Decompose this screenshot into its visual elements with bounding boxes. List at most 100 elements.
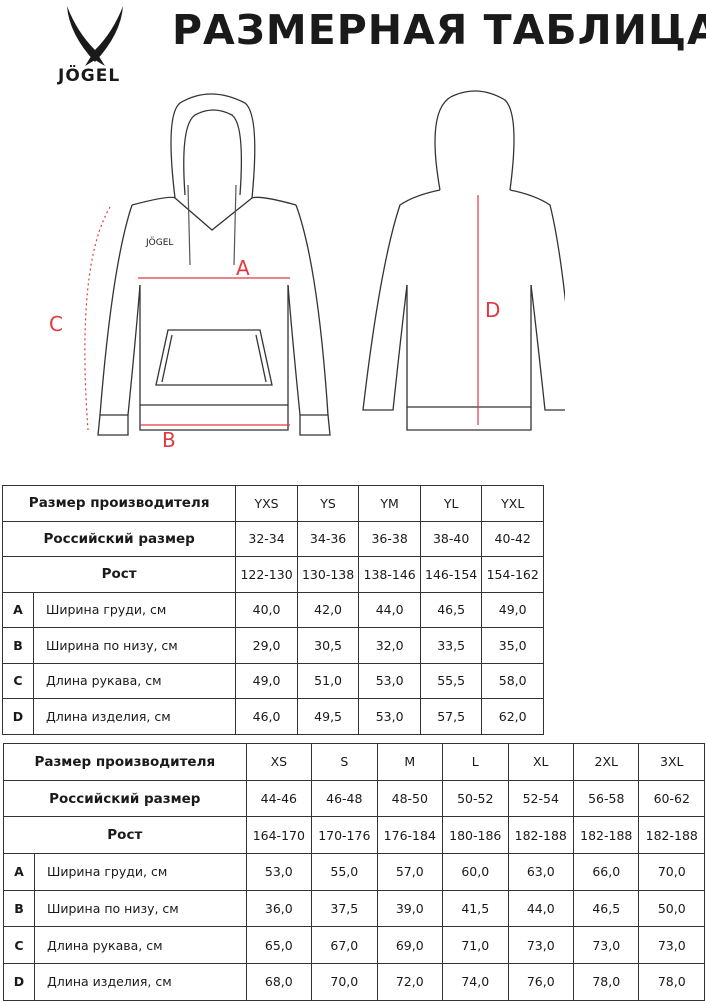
height-cell: 146-154 [419,556,483,593]
measurement-value: 44,0 [358,591,421,628]
measurement-value: 66,0 [572,853,640,891]
size-table-adults: Размер производителя XS S M L XL 2XL 3XL… [3,743,705,1001]
measurement-value: 73,0 [572,926,640,965]
measurement-value: 78,0 [638,963,705,1001]
measurement-row: A Ширина груди, см 53,0 55,0 57,0 60,0 63,0 66,… [3,853,705,891]
measurement-label: Длина рукава, см [34,926,247,965]
size-cell: L [442,743,509,781]
hoodie-back-drawing: D [362,90,565,431]
size-cell: YXL [481,485,544,522]
measurement-value: 29,0 [235,627,298,664]
measurement-value: 67,0 [311,926,378,965]
ru-label: Российский размер [3,779,247,818]
table-row: Российский размер 32-34 34-36 36-38 38-4… [1,520,544,557]
ru-label: Российский размер [1,520,237,557]
size-cell: YS [296,485,360,522]
measurement-value: 46,0 [235,698,298,735]
height-cell: 164-170 [245,816,313,855]
measurement-value: 39,0 [376,889,444,928]
height-cell: 182-188 [507,816,575,855]
front-logo-text: JÖGEL [145,237,173,248]
measurement-value: 63,0 [507,853,575,891]
measurement-value: 36,0 [245,889,313,928]
measurement-label: Ширина по низу, см [32,627,237,664]
height-cell: 182-188 [638,816,705,855]
table-row: Российский размер 44-46 46-48 48-50 50-5… [3,779,705,818]
height-cell: 182-188 [572,816,640,855]
measurement-label: Ширина груди, см [34,853,247,891]
measurement-label: Ширина груди, см [32,591,237,628]
measurement-value: 73,0 [507,926,575,965]
header-label: Размер производителя [1,485,237,522]
measurement-label: Длина изделия, см [32,698,237,735]
measurement-value: 30,5 [296,627,360,664]
measurement-value: 53,0 [358,662,421,699]
size-cell: YXS [235,485,298,522]
measurement-value: 55,0 [311,853,378,891]
marker-b: B [162,428,176,452]
ru-size-cell: 50-52 [442,779,509,818]
jogel-logo [67,6,123,66]
table-row: Размер производителя YXS YS YM YL YXL [1,485,544,522]
measurement-value: 71,0 [442,926,509,965]
measurement-row: C Длина рукава, см 65,0 67,0 69,0 71,0 73,0 73,… [3,926,705,965]
measurement-letter: A [3,853,35,891]
measurement-letter: D [2,698,34,735]
measurement-value: 58,0 [481,662,544,699]
measurement-value: 50,0 [638,889,705,928]
measurement-letter: B [2,627,34,664]
measurement-value: 32,0 [358,627,421,664]
measurement-row: D Длина изделия, см 46,0 49,5 53,0 57,5 62,0 [2,698,544,735]
logo-text: JÖGEL [58,66,121,86]
measurement-value: 41,5 [442,889,509,928]
ru-size-cell: 40-42 [481,520,544,557]
height-cell: 130-138 [296,556,360,593]
marker-c: C [49,312,63,336]
measurement-value: 65,0 [245,926,313,965]
measurement-value: 55,5 [419,662,483,699]
measurement-value: 70,0 [311,963,378,1001]
measurement-value: 69,0 [376,926,444,965]
ru-size-cell: 44-46 [245,779,313,818]
ru-size-cell: 32-34 [235,520,298,557]
height-label: Рост [1,556,237,593]
measurement-row: B Ширина по низу, см 36,0 37,5 39,0 41,5 44,0 4… [3,889,705,928]
measurement-value: 42,0 [296,591,360,628]
height-cell: 176-184 [376,816,444,855]
ru-size-cell: 46-48 [311,779,378,818]
hoodie-front-drawing: JÖGEL A B C [49,93,331,452]
header-label: Размер производителя [3,743,247,781]
measurement-value: 73,0 [638,926,705,965]
size-cell: S [311,743,378,781]
height-cell: 170-176 [311,816,378,855]
size-cell: YL [419,485,483,522]
measurement-letter: A [2,591,34,628]
size-table-kids: Размер производителя YXS YS YM YL YXL Ро… [1,485,544,735]
height-cell: 138-146 [358,556,421,593]
size-cell: 3XL [638,743,705,781]
measurement-row: D Длина изделия, см 68,0 70,0 72,0 74,0 76,0 78… [3,963,705,1001]
ru-size-cell: 36-38 [358,520,421,557]
measurement-value: 44,0 [507,889,575,928]
ru-size-cell: 38-40 [419,520,483,557]
measurement-label: Длина изделия, см [34,963,247,1001]
measurement-label: Ширина по низу, см [34,889,247,928]
measurement-value: 68,0 [245,963,313,1001]
height-cell: 154-162 [481,556,544,593]
measurement-value: 51,0 [296,662,360,699]
measurement-value: 76,0 [507,963,575,1001]
measurement-value: 53,0 [358,698,421,735]
measurement-value: 60,0 [442,853,509,891]
measurement-letter: C [3,926,35,965]
measurement-value: 46,5 [572,889,640,928]
measurement-value: 37,5 [311,889,378,928]
ru-size-cell: 34-36 [296,520,360,557]
measurement-value: 53,0 [245,853,313,891]
measurement-value: 78,0 [572,963,640,1001]
marker-d: D [485,298,500,322]
measurement-value: 57,5 [419,698,483,735]
measurement-row: B Ширина по низу, см 29,0 30,5 32,0 33,5 35,0 [2,627,544,664]
measurement-value: 62,0 [481,698,544,735]
measurement-value: 35,0 [481,627,544,664]
measurement-row: A Ширина груди, см 40,0 42,0 44,0 46,5 49,0 [2,591,544,628]
